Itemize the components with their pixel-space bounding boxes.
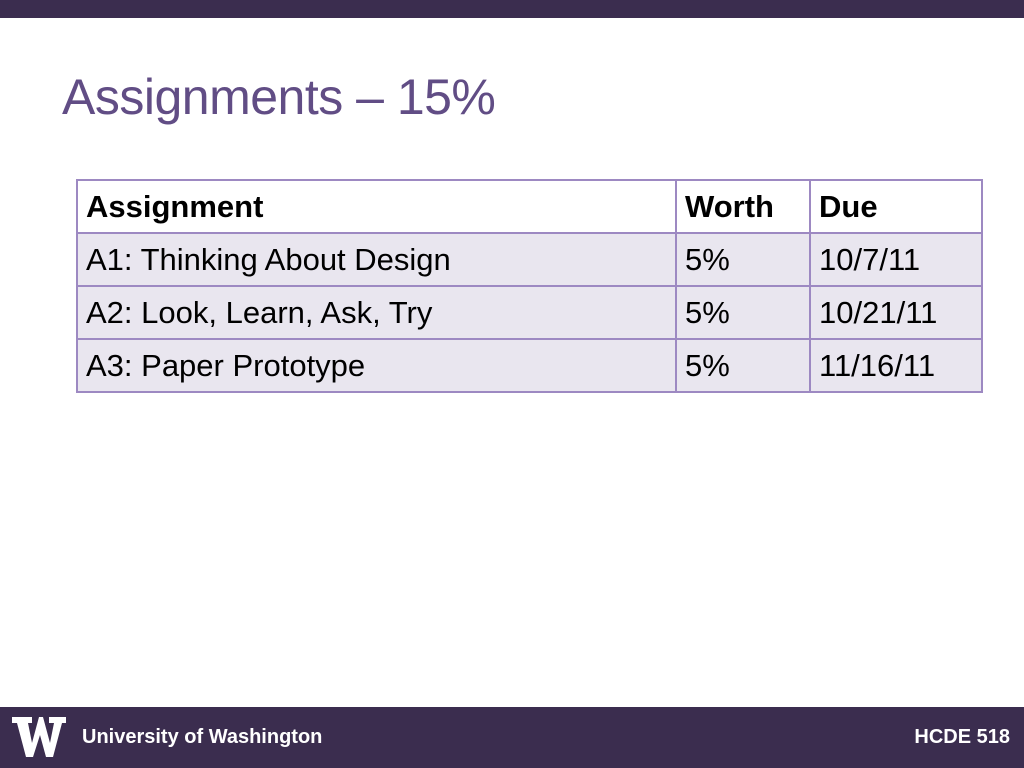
footer-course-code: HCDE 518 bbox=[914, 726, 1010, 748]
table-row: A2: Look, Learn, Ask, Try 5% 10/21/11 bbox=[76, 285, 983, 340]
table-header-row: Assignment Worth Due bbox=[76, 179, 983, 234]
uw-w-logo-icon bbox=[12, 717, 66, 757]
due-date-cell: 10/7/11 bbox=[809, 232, 983, 287]
table-row: A1: Thinking About Design 5% 10/7/11 bbox=[76, 232, 983, 287]
header-worth: Worth bbox=[675, 179, 811, 234]
assignment-name-cell: A1: Thinking About Design bbox=[76, 232, 677, 287]
table-row: A3: Paper Prototype 5% 11/16/11 bbox=[76, 338, 983, 393]
top-bar bbox=[0, 0, 1024, 18]
assignment-name-cell: A3: Paper Prototype bbox=[76, 338, 677, 393]
header-due: Due bbox=[809, 179, 983, 234]
header-assignment: Assignment bbox=[76, 179, 677, 234]
assignment-name-cell: A2: Look, Learn, Ask, Try bbox=[76, 285, 677, 340]
worth-cell: 5% bbox=[675, 285, 811, 340]
assignments-table: Assignment Worth Due A1: Thinking About … bbox=[76, 179, 983, 393]
worth-cell: 5% bbox=[675, 338, 811, 393]
footer-university-name: University of Washington bbox=[82, 726, 323, 748]
due-date-cell: 10/21/11 bbox=[809, 285, 983, 340]
due-date-cell: 11/16/11 bbox=[809, 338, 983, 393]
slide-title: Assignments – 15% bbox=[62, 69, 496, 125]
worth-cell: 5% bbox=[675, 232, 811, 287]
footer-bar: University of Washington HCDE 518 bbox=[0, 707, 1024, 768]
